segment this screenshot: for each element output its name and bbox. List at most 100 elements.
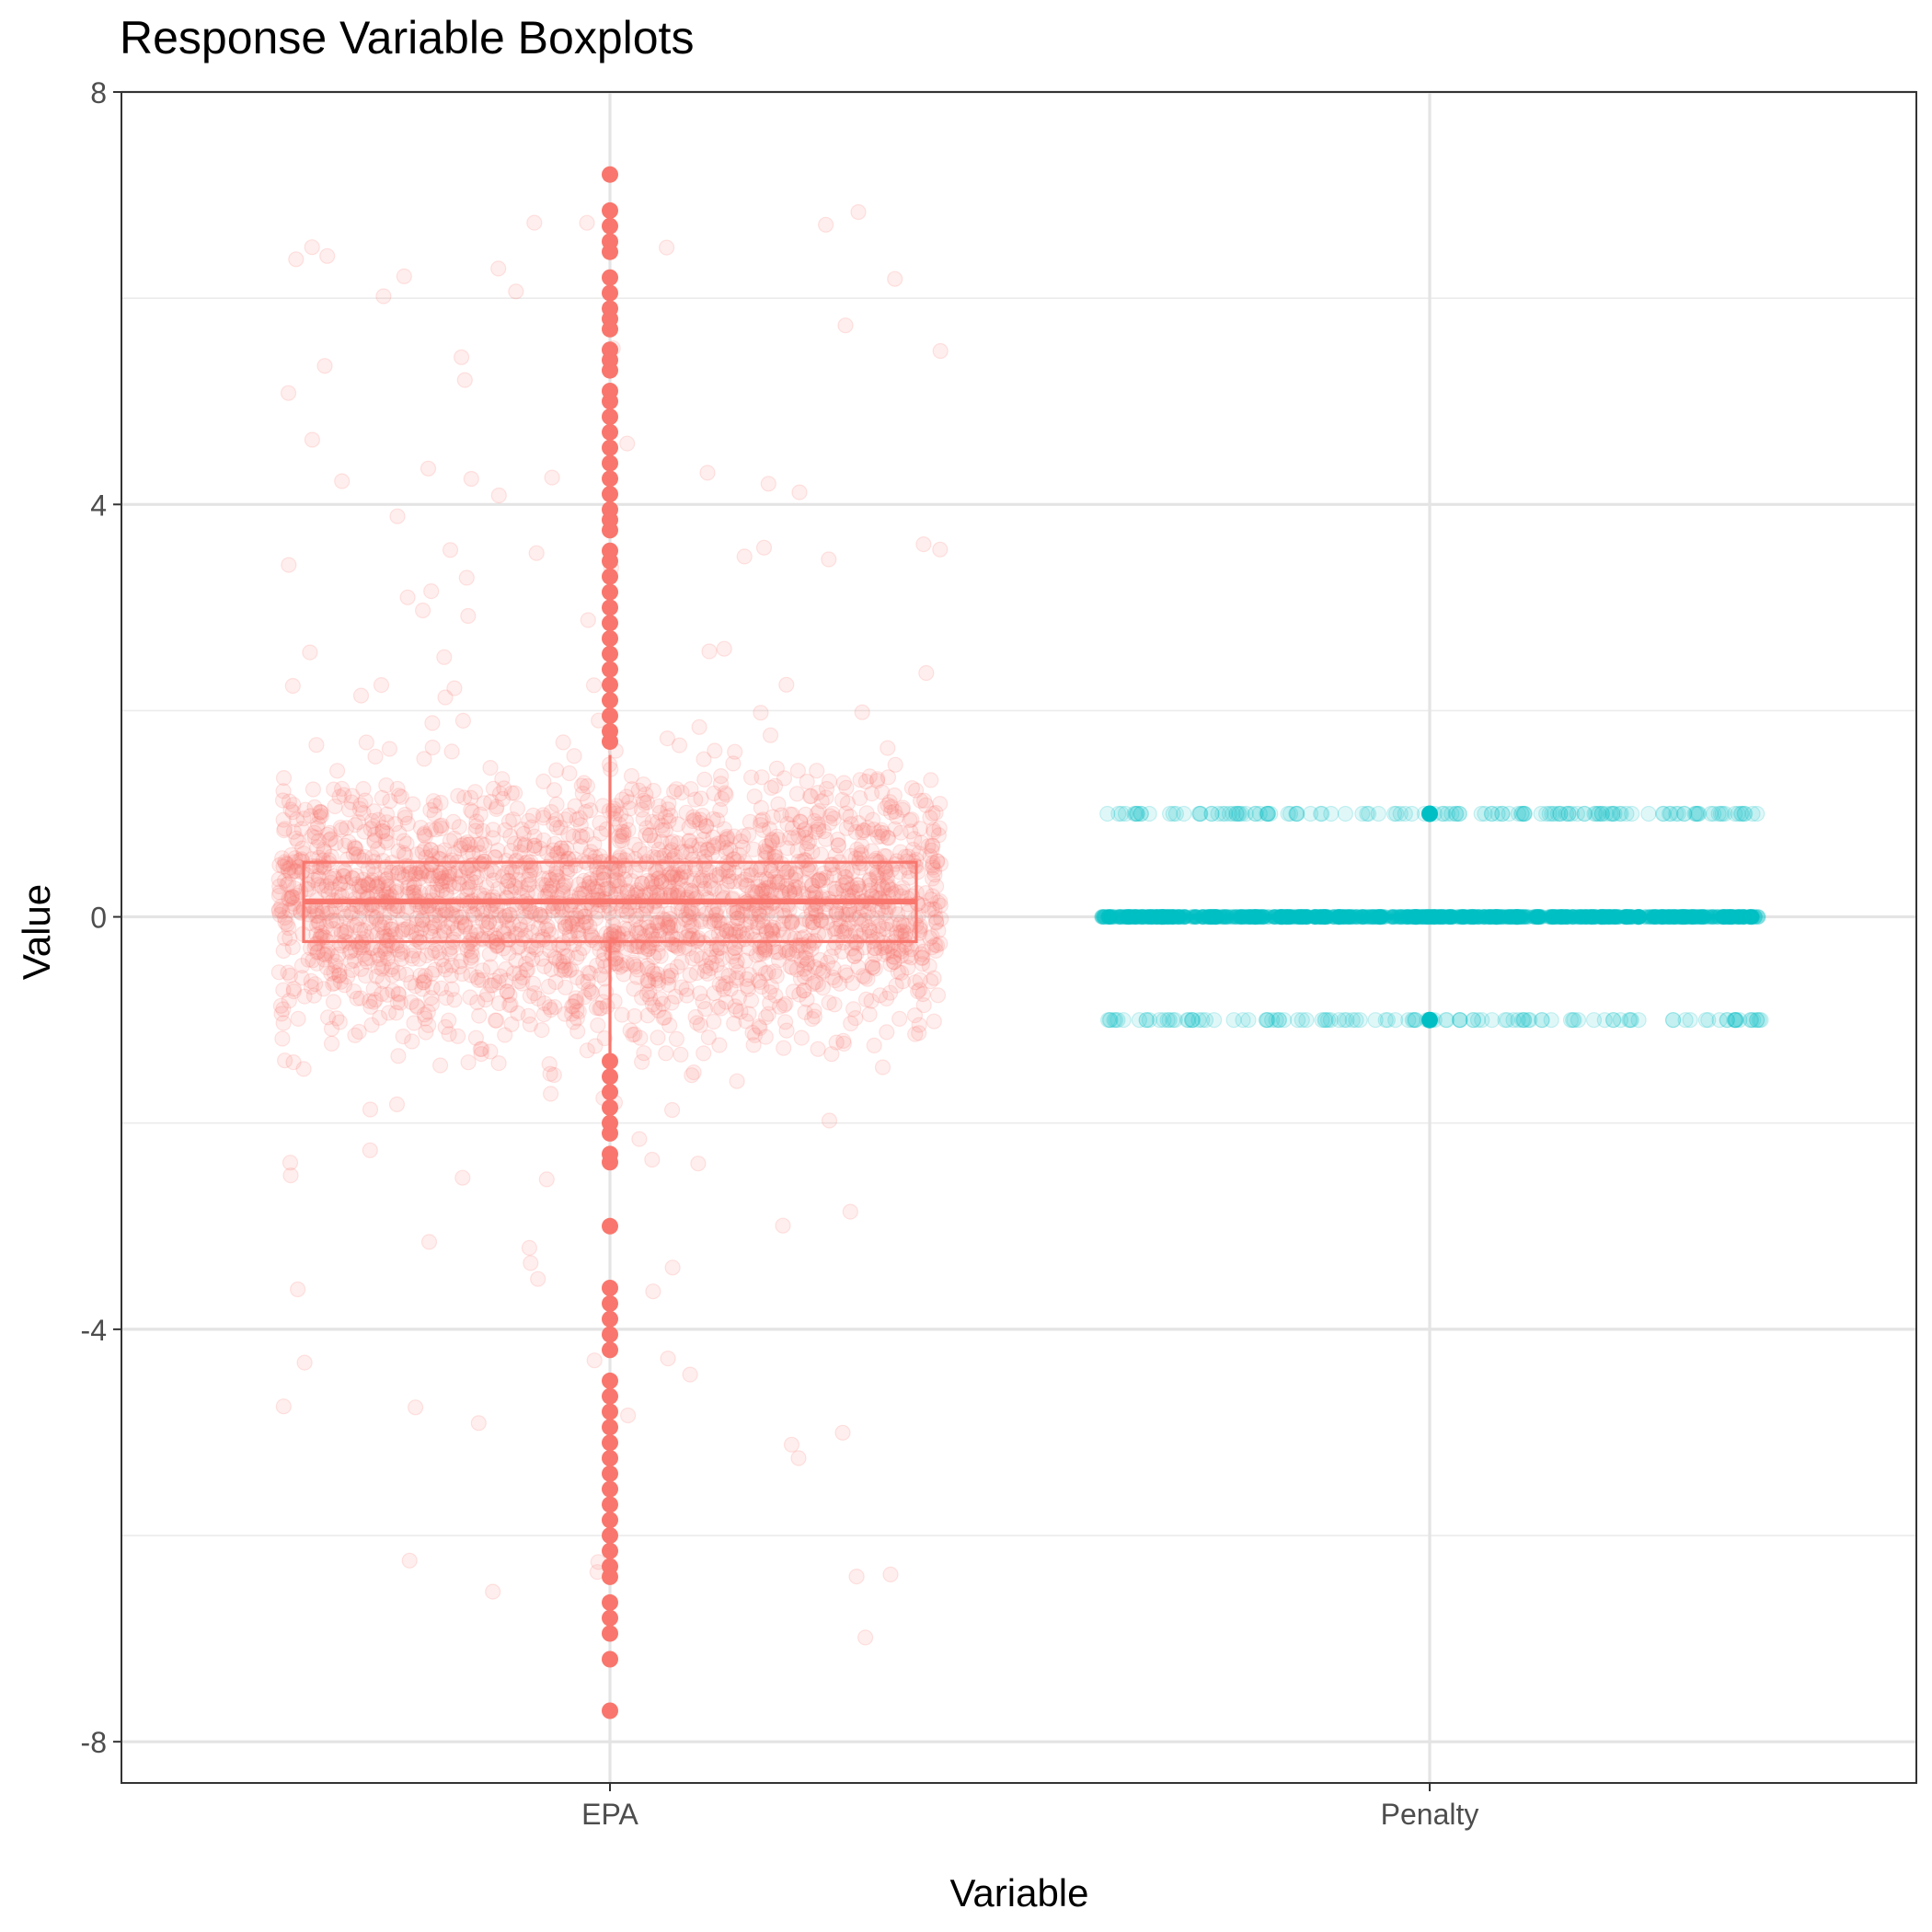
epa-jitter-point xyxy=(638,986,656,1003)
epa-jitter-point xyxy=(275,1015,292,1031)
epa-jitter-point xyxy=(304,431,320,448)
epa-jitter-point xyxy=(663,1101,681,1119)
epa-jitter-point xyxy=(601,880,617,897)
epa-jitter-point xyxy=(561,765,578,782)
epa-jitter-point xyxy=(279,856,295,872)
outlier-point xyxy=(602,1542,618,1559)
epa-jitter-point xyxy=(343,794,360,811)
epa-jitter-point xyxy=(500,872,517,890)
epa-jitter-point xyxy=(669,959,685,975)
epa-jitter-point xyxy=(334,473,351,489)
epa-jitter-point xyxy=(719,923,735,939)
epa-jitter-point xyxy=(395,1028,411,1045)
epa-jitter-point xyxy=(770,796,787,812)
epa-jitter-point xyxy=(415,862,431,880)
epa-jitter-point xyxy=(564,915,581,932)
epa-jitter-point xyxy=(496,780,512,797)
epa-jitter-point xyxy=(580,612,596,628)
epa-jitter-point xyxy=(512,836,530,853)
epa-jitter-point xyxy=(389,780,406,798)
epa-jitter-point xyxy=(383,961,399,978)
epa-jitter-point xyxy=(526,837,543,855)
epa-jitter-point xyxy=(406,942,422,959)
epa-jitter-point xyxy=(758,870,775,888)
epa-jitter-point xyxy=(432,870,449,887)
epa-jitter-point xyxy=(722,921,740,937)
penalty-jitter-point xyxy=(1359,805,1375,822)
epa-jitter-point xyxy=(808,904,824,921)
epa-jitter-point xyxy=(911,1017,927,1033)
epa-jitter-point xyxy=(673,870,689,887)
epa-jitter-point xyxy=(580,792,596,810)
epa-jitter-point xyxy=(857,969,873,985)
epa-jitter-point xyxy=(280,862,297,880)
epa-jitter-point xyxy=(438,989,454,1006)
epa-jitter-point xyxy=(385,983,401,999)
epa-jitter-point xyxy=(347,1027,363,1044)
penalty-jitter-point xyxy=(1259,1012,1276,1029)
epa-jitter-point xyxy=(700,1029,717,1046)
epa-jitter-point xyxy=(391,864,408,880)
epa-jitter-point xyxy=(365,818,382,834)
epa-jitter-point xyxy=(760,476,776,492)
epa-jitter-point xyxy=(660,1350,676,1367)
epa-jitter-point xyxy=(622,1022,638,1039)
epa-jitter-point xyxy=(810,1041,826,1057)
epa-jitter-point xyxy=(323,903,339,920)
epa-jitter-point xyxy=(363,924,381,940)
epa-jitter-point xyxy=(840,906,857,924)
epa-jitter-point xyxy=(571,810,588,826)
epa-jitter-point xyxy=(878,848,894,865)
outlier-point xyxy=(602,1496,618,1513)
epa-jitter-point xyxy=(706,985,722,1002)
epa-jitter-point xyxy=(684,905,701,922)
penalty-jitter-point xyxy=(1585,1012,1603,1029)
epa-jitter-point xyxy=(926,823,942,841)
epa-jitter-point xyxy=(713,915,730,932)
epa-jitter-point xyxy=(410,950,427,967)
epa-jitter-point xyxy=(635,938,651,956)
epa-jitter-point xyxy=(822,949,839,965)
epa-jitter-point xyxy=(416,1006,432,1023)
epa-jitter-point xyxy=(325,975,341,993)
epa-jitter-point xyxy=(646,949,662,965)
epa-jitter-point xyxy=(635,776,652,793)
epa-jitter-point xyxy=(640,919,657,936)
epa-jitter-point xyxy=(422,801,439,819)
epa-jitter-point xyxy=(286,854,303,870)
epa-jitter-point xyxy=(523,903,540,920)
epa-jitter-point xyxy=(277,930,293,947)
epa-jitter-point xyxy=(325,994,342,1010)
epa-jitter-point xyxy=(859,971,876,987)
outlier-point xyxy=(602,1068,618,1086)
penalty-jitter-point xyxy=(1259,805,1275,822)
epa-jitter-point xyxy=(781,902,798,918)
epa-jitter-point xyxy=(826,921,843,937)
epa-jitter-point xyxy=(614,823,630,840)
epa-jitter-point xyxy=(407,978,424,995)
epa-jitter-point xyxy=(441,1012,457,1029)
epa-jitter-point xyxy=(569,969,585,986)
epa-jitter-point xyxy=(824,857,841,873)
epa-jitter-point xyxy=(734,906,751,924)
epa-jitter-point xyxy=(854,824,871,841)
epa-jitter-point xyxy=(882,804,900,821)
epa-jitter-point xyxy=(714,965,730,982)
epa-jitter-point xyxy=(770,832,788,848)
epa-jitter-point xyxy=(842,1203,858,1220)
epa-jitter-point xyxy=(316,358,333,374)
epa-jitter-point xyxy=(609,872,626,889)
epa-jitter-point xyxy=(486,972,503,989)
epa-jitter-point xyxy=(662,865,679,882)
epa-jitter-point xyxy=(504,915,521,933)
epa-jitter-point xyxy=(650,869,668,887)
epa-jitter-point xyxy=(737,952,753,969)
epa-jitter-point xyxy=(485,780,502,797)
epa-jitter-point xyxy=(423,919,440,937)
epa-jitter-point xyxy=(523,1255,539,1271)
epa-jitter-point xyxy=(867,947,883,963)
epa-jitter-point xyxy=(903,823,919,840)
epa-jitter-point xyxy=(497,1027,513,1043)
epa-jitter-point xyxy=(819,954,836,972)
epa-jitter-point xyxy=(565,998,581,1015)
